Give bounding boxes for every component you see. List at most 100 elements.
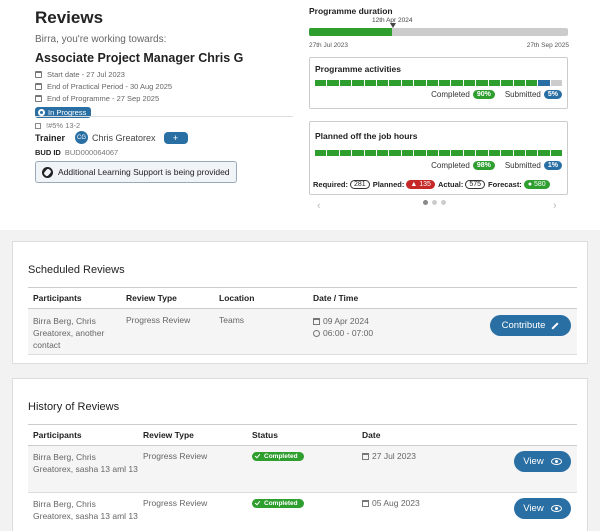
calendar-icon bbox=[35, 71, 42, 78]
review-type-cell: Progress Review bbox=[143, 498, 208, 508]
programme-name: Associate Project Manager Chris G bbox=[35, 51, 244, 65]
end-programme-date: End of Programme - 27 Sep 2025 bbox=[35, 94, 305, 103]
otj-submitted-badge: 1% bbox=[543, 161, 562, 170]
carousel-dot[interactable] bbox=[432, 200, 437, 205]
calendar-icon bbox=[313, 318, 320, 325]
column-header: Review Type bbox=[126, 293, 177, 303]
reference-text: !#5% 13-2 bbox=[46, 121, 81, 130]
table-header: Participants Review Type Location Date /… bbox=[28, 287, 577, 309]
view-button[interactable]: View bbox=[514, 451, 571, 472]
activities-title: Programme activities bbox=[315, 64, 401, 74]
column-header: Status bbox=[252, 430, 278, 440]
carousel-dots bbox=[423, 200, 446, 205]
reference-icon bbox=[35, 122, 41, 129]
current-date-marker bbox=[390, 23, 396, 29]
carousel-prev-icon[interactable]: ‹ bbox=[317, 200, 321, 212]
summary-section: Reviews Birra, you're working towards: A… bbox=[0, 0, 600, 230]
location-cell: Teams bbox=[219, 315, 245, 325]
column-header: Date bbox=[362, 430, 381, 440]
als-text: Additional Learning Support is being pro… bbox=[58, 167, 230, 177]
contribute-label: Contribute bbox=[501, 320, 546, 331]
start-date: Start date - 27 Jul 2023 bbox=[35, 70, 305, 79]
trainer-label: Trainer bbox=[35, 132, 66, 143]
status-text: Completed bbox=[264, 452, 298, 460]
date-time-cell: 09 Apr 2024 06:00 - 07:00 bbox=[308, 315, 488, 354]
column-header: Participants bbox=[33, 430, 82, 440]
date-text: 05 Aug 2023 bbox=[372, 498, 420, 508]
check-icon bbox=[255, 453, 261, 459]
table-row: Birra Berg, Chris Greatorex, sasha 13 am… bbox=[28, 493, 577, 531]
trainer-name[interactable]: Chris Greatorex bbox=[92, 132, 156, 143]
forecast-value-text: 580 bbox=[534, 181, 546, 188]
review-type-cell: Progress Review bbox=[126, 315, 191, 325]
review-type-cell: Progress Review bbox=[143, 451, 208, 461]
contribute-button[interactable]: Contribute bbox=[490, 315, 571, 336]
progress-icon bbox=[38, 109, 45, 116]
column-header: Review Type bbox=[143, 430, 194, 440]
programme-duration-end: 27th Sep 2025 bbox=[526, 42, 569, 49]
add-trainer-button[interactable]: + bbox=[163, 131, 188, 144]
activities-submitted-badge: 5% bbox=[543, 90, 562, 99]
column-header: Location bbox=[219, 293, 255, 303]
status-badge: Completed bbox=[252, 498, 304, 508]
otj-hours-progress-bar bbox=[315, 150, 563, 156]
activities-card: Programme activities Completed 90% Submi… bbox=[309, 57, 568, 109]
clock-icon bbox=[313, 330, 320, 337]
programme-info: Reviews Birra, you're working towards: A… bbox=[35, 8, 305, 121]
forecast-label: Forecast: bbox=[488, 180, 522, 189]
activities-stats: Completed 90% Submitted 5% bbox=[310, 86, 567, 99]
carousel-dot[interactable] bbox=[423, 200, 428, 205]
participants-cell: Birra Berg, Chris Greatorex, sasha 13 am… bbox=[33, 499, 138, 521]
als-banner: Additional Learning Support is being pro… bbox=[35, 161, 237, 183]
planned-label: Planned: bbox=[372, 180, 405, 189]
table-header: Participants Review Type Status Date bbox=[28, 424, 577, 446]
participants-cell: Birra Berg, Chris Greatorex, sasha 13 am… bbox=[33, 452, 138, 474]
calendar-icon bbox=[35, 83, 42, 90]
table-row: Birra Berg, Chris Greatorex, sasha 13 am… bbox=[28, 446, 577, 493]
end-practical-text: End of Practical Period - 30 Aug 2025 bbox=[47, 82, 173, 91]
carousel-next-icon[interactable]: › bbox=[553, 200, 557, 212]
view-button[interactable]: View bbox=[514, 498, 571, 519]
avatar: CG bbox=[75, 131, 89, 144]
hours-summary: Required: 281 Planned: ▲ 135 Actual: 575… bbox=[313, 180, 553, 189]
programme-duration-title: Programme duration bbox=[309, 6, 393, 16]
status-text: Completed bbox=[264, 499, 298, 507]
activities-completed-label: Completed bbox=[431, 90, 470, 99]
divider bbox=[35, 116, 293, 117]
calendar-icon bbox=[362, 500, 369, 507]
status-badge: In Progress bbox=[35, 107, 92, 118]
date-text: 09 Apr 2024 bbox=[323, 316, 369, 326]
pencil-icon bbox=[551, 321, 559, 330]
bud-id-row: BUD ID BUD000064067 bbox=[35, 148, 118, 157]
calendar-icon bbox=[362, 453, 369, 460]
actual-value: 575 bbox=[465, 180, 486, 189]
bud-id-label: BUD ID bbox=[35, 148, 61, 157]
subtitle: Birra, you're working towards: bbox=[35, 34, 167, 45]
view-label: View bbox=[523, 503, 544, 514]
status-badge: Completed bbox=[252, 451, 304, 461]
check-icon bbox=[255, 500, 261, 506]
carousel-dot[interactable] bbox=[441, 200, 446, 205]
otj-submitted-label: Submitted bbox=[504, 161, 541, 170]
history-reviews-title: History of Reviews bbox=[28, 401, 120, 413]
date-cell: 27 Jul 2023 bbox=[357, 451, 507, 492]
planned-value-text: 135 bbox=[419, 181, 431, 188]
page-title: Reviews bbox=[35, 8, 104, 27]
date-text: 27 Jul 2023 bbox=[372, 451, 416, 461]
status-cell: Completed bbox=[247, 451, 357, 492]
eye-icon bbox=[550, 458, 562, 465]
programme-duration-bar bbox=[309, 28, 568, 36]
view-label: View bbox=[523, 456, 544, 467]
eye-icon bbox=[550, 505, 562, 512]
bud-id-value: BUD000064067 bbox=[64, 148, 119, 157]
actual-label: Actual: bbox=[437, 180, 464, 189]
scheduled-reviews-title: Scheduled Reviews bbox=[28, 264, 125, 276]
programme-duration-current: 12th Apr 2024 bbox=[372, 17, 413, 24]
column-header: Date / Time bbox=[313, 293, 359, 303]
activities-completed-badge: 90% bbox=[472, 90, 495, 99]
programme-duration-start: 27th Jul 2023 bbox=[309, 42, 349, 49]
required-value: 281 bbox=[350, 180, 370, 189]
reference: !#5% 13-2 bbox=[35, 121, 80, 130]
otj-completed-label: Completed bbox=[431, 161, 470, 170]
end-practical-date: End of Practical Period - 30 Aug 2025 bbox=[35, 82, 305, 91]
